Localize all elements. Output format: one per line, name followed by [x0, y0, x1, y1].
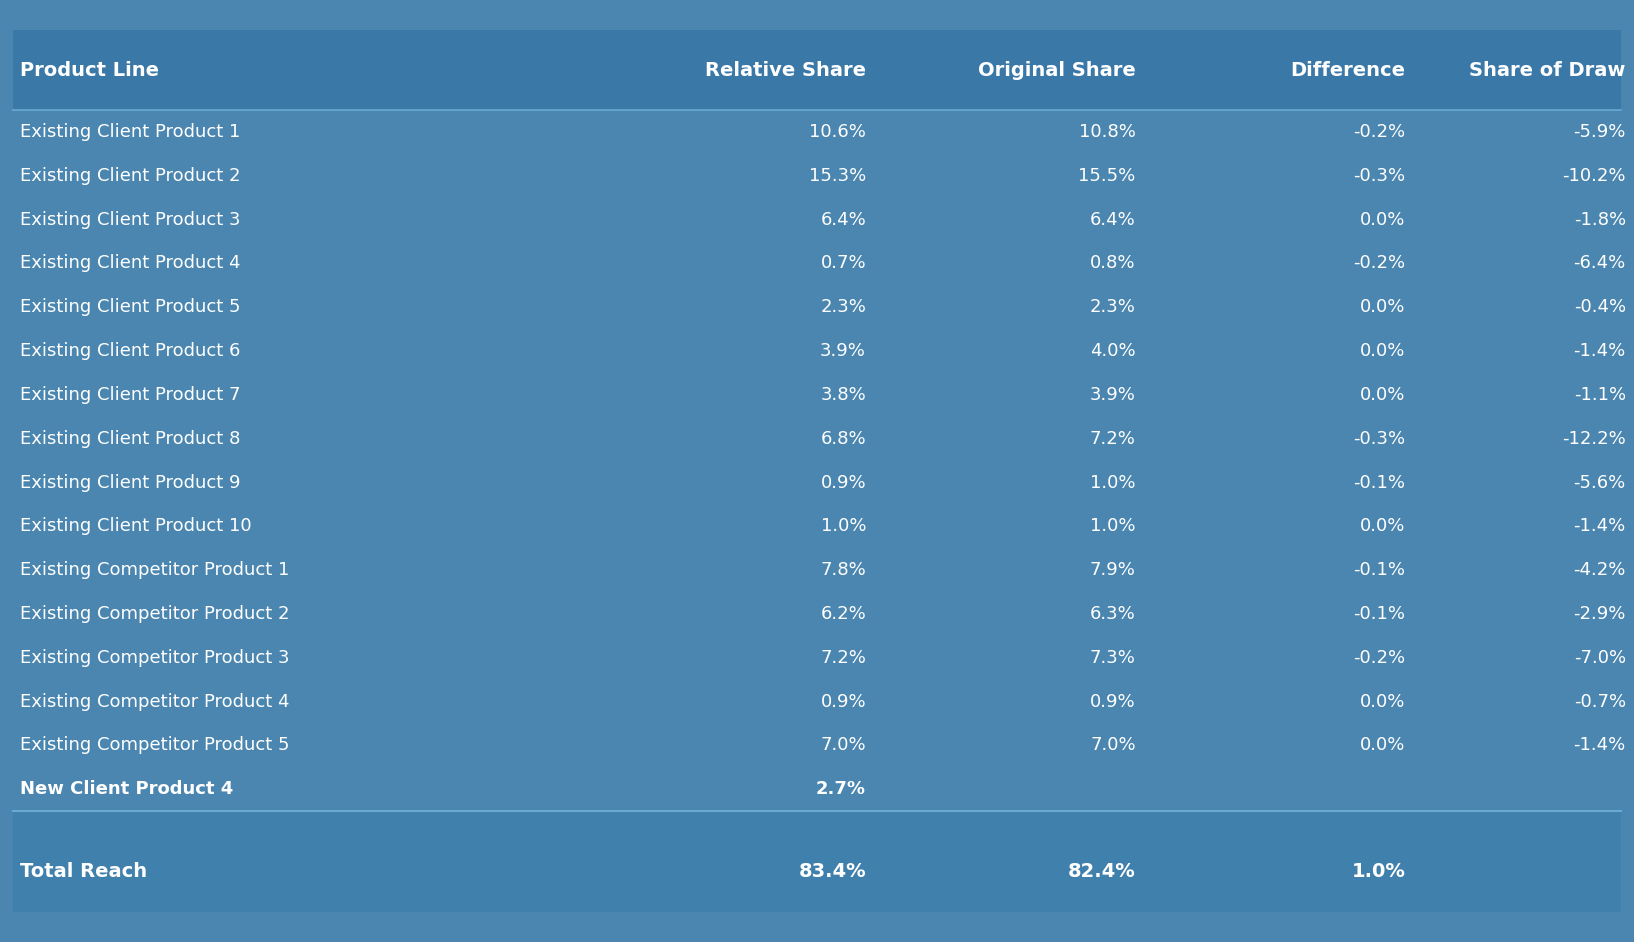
Text: 0.9%: 0.9% [1090, 692, 1136, 710]
Text: 0.0%: 0.0% [1359, 692, 1405, 710]
Text: Total Reach: Total Reach [20, 863, 147, 882]
Text: 1.0%: 1.0% [1090, 517, 1136, 535]
Text: 6.4%: 6.4% [1090, 211, 1136, 229]
Text: -0.7%: -0.7% [1574, 692, 1626, 710]
Bar [13, 30, 1621, 110]
Text: -12.2%: -12.2% [1562, 430, 1626, 447]
Text: 6.3%: 6.3% [1090, 605, 1136, 623]
Text: 82.4%: 82.4% [1069, 863, 1136, 882]
Text: Existing Client Product 1: Existing Client Product 1 [20, 123, 240, 141]
Text: Existing Competitor Product 1: Existing Competitor Product 1 [20, 561, 289, 579]
Text: Existing Client Product 10: Existing Client Product 10 [20, 517, 252, 535]
Text: 4.0%: 4.0% [1090, 342, 1136, 360]
Text: 0.0%: 0.0% [1359, 299, 1405, 317]
Text: Product Line: Product Line [20, 60, 158, 79]
Text: 0.9%: 0.9% [820, 692, 866, 710]
Text: -0.2%: -0.2% [1353, 649, 1405, 667]
Text: 7.0%: 7.0% [1090, 737, 1136, 755]
Text: Existing Competitor Product 5: Existing Competitor Product 5 [20, 737, 289, 755]
Text: Share of Draw: Share of Draw [1469, 60, 1626, 79]
Text: 7.9%: 7.9% [1090, 561, 1136, 579]
Text: 0.0%: 0.0% [1359, 386, 1405, 404]
Text: 0.9%: 0.9% [820, 474, 866, 492]
Text: Existing Client Product 3: Existing Client Product 3 [20, 211, 240, 229]
Text: 1.0%: 1.0% [1351, 863, 1405, 882]
Text: 6.8%: 6.8% [820, 430, 866, 447]
Text: Existing Competitor Product 4: Existing Competitor Product 4 [20, 692, 289, 710]
Text: Existing Client Product 2: Existing Client Product 2 [20, 167, 240, 185]
Text: Existing Client Product 4: Existing Client Product 4 [20, 254, 240, 272]
Text: -0.2%: -0.2% [1353, 123, 1405, 141]
Text: 1.0%: 1.0% [1090, 474, 1136, 492]
Bar [13, 811, 1621, 832]
Text: -0.4%: -0.4% [1574, 299, 1626, 317]
Text: -0.1%: -0.1% [1353, 474, 1405, 492]
Text: -6.4%: -6.4% [1574, 254, 1626, 272]
Text: 0.0%: 0.0% [1359, 517, 1405, 535]
Text: -1.4%: -1.4% [1574, 737, 1626, 755]
Text: Relative Share: Relative Share [704, 60, 866, 79]
Bar [13, 832, 1621, 912]
Text: 0.0%: 0.0% [1359, 211, 1405, 229]
Text: Difference: Difference [1291, 60, 1405, 79]
Text: 2.7%: 2.7% [815, 780, 866, 798]
Text: Existing Competitor Product 3: Existing Competitor Product 3 [20, 649, 289, 667]
Text: -0.2%: -0.2% [1353, 254, 1405, 272]
Text: 0.0%: 0.0% [1359, 342, 1405, 360]
Text: 7.0%: 7.0% [820, 737, 866, 755]
Text: Existing Client Product 5: Existing Client Product 5 [20, 299, 240, 317]
Text: 0.8%: 0.8% [1090, 254, 1136, 272]
Text: Existing Competitor Product 2: Existing Competitor Product 2 [20, 605, 289, 623]
Text: 7.2%: 7.2% [820, 649, 866, 667]
Text: 3.9%: 3.9% [820, 342, 866, 360]
Text: -1.1%: -1.1% [1574, 386, 1626, 404]
Text: -0.1%: -0.1% [1353, 605, 1405, 623]
Text: Existing Client Product 7: Existing Client Product 7 [20, 386, 240, 404]
Text: -1.8%: -1.8% [1574, 211, 1626, 229]
Text: 0.7%: 0.7% [820, 254, 866, 272]
Text: 15.5%: 15.5% [1078, 167, 1136, 185]
Text: -5.6%: -5.6% [1574, 474, 1626, 492]
Text: -1.4%: -1.4% [1574, 517, 1626, 535]
Text: 83.4%: 83.4% [799, 863, 866, 882]
Text: -0.3%: -0.3% [1353, 167, 1405, 185]
Text: 7.2%: 7.2% [1090, 430, 1136, 447]
Text: 3.8%: 3.8% [820, 386, 866, 404]
Text: Existing Client Product 9: Existing Client Product 9 [20, 474, 240, 492]
Text: New Client Product 4: New Client Product 4 [20, 780, 234, 798]
Text: 3.9%: 3.9% [1090, 386, 1136, 404]
Text: Existing Client Product 6: Existing Client Product 6 [20, 342, 240, 360]
Text: 6.4%: 6.4% [820, 211, 866, 229]
Text: 15.3%: 15.3% [809, 167, 866, 185]
Text: -4.2%: -4.2% [1574, 561, 1626, 579]
Text: -1.4%: -1.4% [1574, 342, 1626, 360]
Text: -10.2%: -10.2% [1562, 167, 1626, 185]
Text: 10.8%: 10.8% [1078, 123, 1136, 141]
Text: 2.3%: 2.3% [1090, 299, 1136, 317]
Text: Original Share: Original Share [977, 60, 1136, 79]
Text: 0.0%: 0.0% [1359, 737, 1405, 755]
Text: 1.0%: 1.0% [820, 517, 866, 535]
Text: -7.0%: -7.0% [1574, 649, 1626, 667]
Text: 7.8%: 7.8% [820, 561, 866, 579]
Text: Existing Client Product 8: Existing Client Product 8 [20, 430, 240, 447]
Text: 2.3%: 2.3% [820, 299, 866, 317]
Text: 7.3%: 7.3% [1090, 649, 1136, 667]
Text: -2.9%: -2.9% [1574, 605, 1626, 623]
Text: 10.6%: 10.6% [809, 123, 866, 141]
Text: -0.1%: -0.1% [1353, 561, 1405, 579]
Text: -0.3%: -0.3% [1353, 430, 1405, 447]
Text: 6.2%: 6.2% [820, 605, 866, 623]
Text: -5.9%: -5.9% [1574, 123, 1626, 141]
